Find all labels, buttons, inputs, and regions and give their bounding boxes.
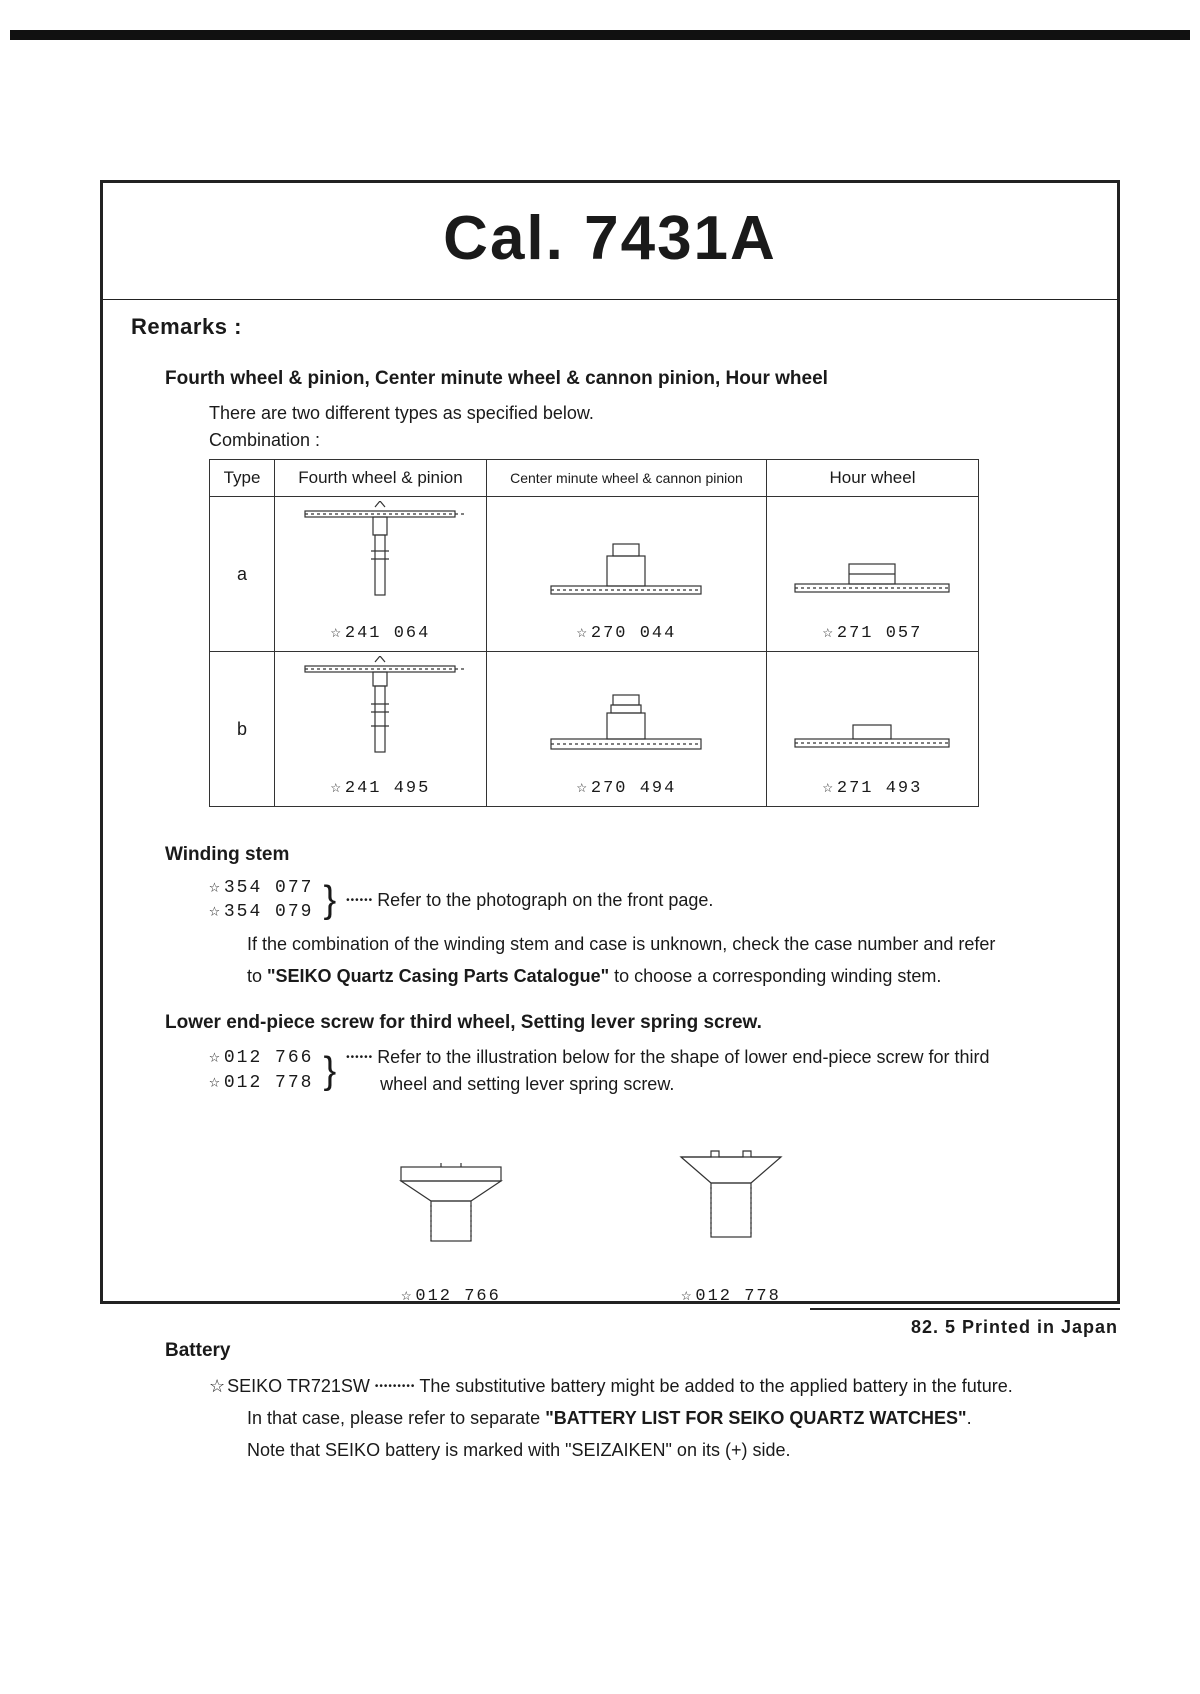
part-number: 271 493 — [773, 771, 972, 802]
type-cell: b — [210, 651, 275, 806]
cell-center-minute-b: 270 494 — [486, 651, 766, 806]
part-number: 012 778 — [671, 1279, 791, 1310]
dots-icon — [346, 890, 377, 910]
cell-hour-wheel-a: 271 057 — [766, 497, 978, 652]
hour-wheel-icon — [787, 546, 957, 616]
part-number: 241 064 — [281, 616, 480, 647]
section1-intro1: There are two different types as specifi… — [209, 400, 1089, 426]
star-icon — [209, 1073, 224, 1093]
hour-wheel-icon — [787, 701, 957, 771]
cell-hour-wheel-b: 271 493 — [766, 651, 978, 806]
type-cell: a — [210, 497, 275, 652]
screws-part-numbers: 012 766 012 778 — [209, 1046, 313, 1095]
battery-line1: SEIKO TR721SW The substitutive battery m… — [209, 1373, 1089, 1399]
star-icon — [209, 878, 224, 898]
dots-icon — [346, 1047, 377, 1067]
section1-intro2: Combination : — [209, 427, 1089, 453]
cannon-pinion-icon — [541, 681, 711, 771]
screw-item-2: 012 778 — [671, 1147, 791, 1310]
content-body: Remarks : Fourth wheel & pinion, Center … — [131, 311, 1089, 1463]
cell-fourth-wheel-b: 241 495 — [275, 651, 487, 806]
section1-heading: Fourth wheel & pinion, Center minute whe… — [165, 365, 1089, 393]
brace-icon: } — [323, 881, 336, 919]
winding-note-line2: to "SEIKO Quartz Casing Parts Catalogue"… — [247, 963, 1089, 989]
winding-brace-block: 354 077 354 079 } Refer to the photograp… — [209, 876, 1089, 925]
star-icon — [577, 624, 591, 643]
cell-center-minute-a: 270 044 — [486, 497, 766, 652]
part-number: 270 494 — [493, 771, 760, 802]
screw-countersunk-icon — [671, 1147, 791, 1247]
star-icon — [209, 902, 224, 922]
screw-illustration-row: 012 766 012 778 — [391, 1147, 1089, 1310]
star-icon — [331, 624, 345, 643]
part-number: 270 044 — [493, 616, 760, 647]
winding-heading: Winding stem — [165, 841, 1089, 869]
table-row: b — [210, 651, 979, 806]
table-header-row: Type Fourth wheel & pinion Center minute… — [210, 459, 979, 497]
star-icon — [823, 779, 837, 798]
th-fourth-wheel: Fourth wheel & pinion — [275, 459, 487, 497]
star-icon — [209, 1376, 227, 1396]
screws-heading: Lower end-piece screw for third wheel, S… — [165, 1009, 1089, 1037]
fourth-wheel-pinion-icon — [295, 656, 465, 771]
part-number: 012 766 — [391, 1279, 511, 1310]
battery-heading: Battery — [165, 1337, 1089, 1365]
screws-brace-block: 012 766 012 778 } Refer to the illustrat… — [209, 1044, 1089, 1096]
cell-fourth-wheel-a: 241 064 — [275, 497, 487, 652]
brace-icon: } — [323, 1052, 336, 1090]
star-icon — [401, 1287, 415, 1306]
th-type: Type — [210, 459, 275, 497]
star-icon — [331, 779, 345, 798]
fourth-wheel-pinion-icon — [295, 501, 465, 616]
page-title: Cal. 7431A — [103, 203, 1117, 274]
part-number: 271 057 — [773, 616, 972, 647]
title-rule — [103, 299, 1117, 300]
remarks-heading: Remarks : — [131, 311, 1089, 343]
winding-ref: Refer to the photograph on the front pag… — [346, 887, 713, 913]
content-frame: Cal. 7431A Remarks : Fourth wheel & pini… — [100, 180, 1120, 1304]
battery-line2: In that case, please refer to separate "… — [247, 1405, 1089, 1431]
screw-flat-head-icon — [391, 1157, 511, 1247]
footer-text: 82. 5 Printed in Japan — [911, 1317, 1118, 1338]
winding-note-line1: If the combination of the winding stem a… — [247, 931, 1089, 957]
top-black-bar — [10, 30, 1190, 40]
cannon-pinion-icon — [541, 526, 711, 616]
th-hour-wheel: Hour wheel — [766, 459, 978, 497]
star-icon — [681, 1287, 695, 1306]
star-icon — [577, 779, 591, 798]
star-icon — [823, 624, 837, 643]
screw-item-1: 012 766 — [391, 1157, 511, 1310]
table-row: a — [210, 497, 979, 652]
star-icon — [209, 1048, 224, 1068]
screws-ref: Refer to the illustration below for the … — [346, 1044, 989, 1096]
th-center-minute: Center minute wheel & cannon pinion — [486, 459, 766, 497]
dots-icon — [375, 1376, 420, 1396]
parts-table: Type Fourth wheel & pinion Center minute… — [209, 459, 979, 807]
battery-line3: Note that SEIKO battery is marked with "… — [247, 1437, 1089, 1463]
page: Cal. 7431A Remarks : Fourth wheel & pini… — [0, 0, 1200, 1694]
part-number: 241 495 — [281, 771, 480, 802]
winding-part-numbers: 354 077 354 079 — [209, 876, 313, 925]
footer-rule — [810, 1308, 1120, 1310]
